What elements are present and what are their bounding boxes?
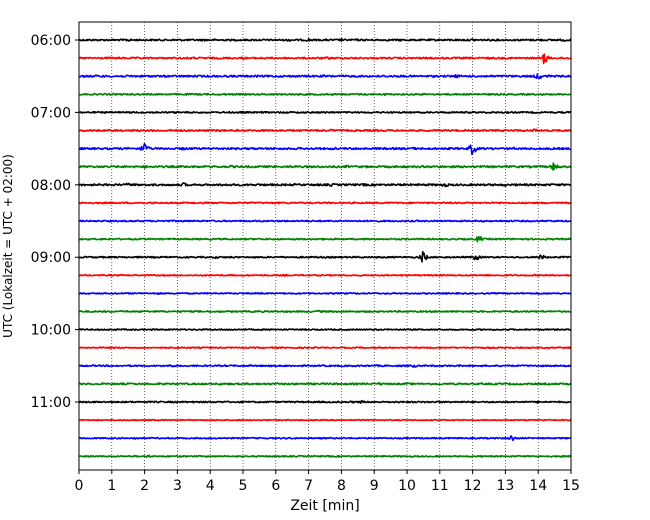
x-tick-label: 1 — [107, 478, 116, 494]
x-tick-label: 7 — [304, 478, 313, 494]
y-axis-label: UTC (Lokalzeit = UTC + 02:00) — [1, 154, 15, 338]
y-tick-label: 10:00 — [31, 323, 71, 339]
x-tick-label: 14 — [529, 478, 547, 494]
seismic-trace — [78, 37, 572, 42]
x-tick-label: 6 — [271, 478, 280, 494]
seismic-trace — [78, 435, 572, 441]
seismic-trace — [78, 328, 572, 332]
x-tick-label: 0 — [75, 478, 84, 494]
seismic-trace — [78, 418, 572, 422]
x-tick-label: 5 — [239, 478, 248, 494]
seismic-trace — [78, 128, 572, 133]
y-tick-label: 06:00 — [31, 33, 71, 49]
seismic-trace — [78, 382, 572, 386]
seismic-trace — [78, 364, 572, 368]
x-tick-label: 2 — [140, 478, 149, 494]
x-axis-label: Zeit [min] — [290, 498, 359, 514]
seismic-trace — [78, 182, 572, 188]
y-tick-label: 08:00 — [31, 178, 71, 194]
seismic-trace — [78, 235, 572, 243]
x-tick-label: 10 — [398, 478, 416, 494]
x-tick-label: 3 — [173, 478, 182, 494]
seismic-trace — [78, 219, 572, 223]
seismic-trace — [78, 454, 572, 458]
seismic-trace — [78, 73, 572, 80]
seismic-trace — [78, 201, 572, 205]
y-tick-label: 07:00 — [31, 105, 71, 121]
seismic-trace — [78, 143, 572, 156]
x-tick-label: 4 — [206, 478, 215, 494]
seismic-trace — [78, 250, 572, 263]
x-tick-label: 11 — [431, 478, 449, 494]
x-tick-label: 13 — [496, 478, 514, 494]
plot-frame — [78, 21, 572, 471]
y-tick-label: 09:00 — [31, 250, 71, 266]
y-axis: 06:00 07:00 08:00 09:00 10:00 11:00 — [31, 33, 79, 411]
trace-group — [78, 37, 572, 458]
seismic-trace — [78, 399, 572, 404]
x-tick-label: 15 — [562, 478, 580, 494]
seismic-trace — [78, 110, 572, 114]
seismic-trace — [78, 309, 572, 313]
seismic-trace — [78, 291, 572, 295]
seismic-trace — [78, 92, 572, 96]
x-tick-label: 8 — [337, 478, 346, 494]
seismic-trace — [78, 53, 572, 65]
x-axis: 0 1 2 3 4 5 6 7 8 9 10 11 12 13 14 15 — [75, 470, 580, 494]
seismic-trace — [78, 273, 572, 277]
x-tick-label: 9 — [370, 478, 379, 494]
x-tick-label: 12 — [464, 478, 482, 494]
seismic-trace — [78, 162, 572, 171]
y-tick-label: 11:00 — [31, 395, 71, 411]
seismic-trace — [78, 346, 572, 350]
